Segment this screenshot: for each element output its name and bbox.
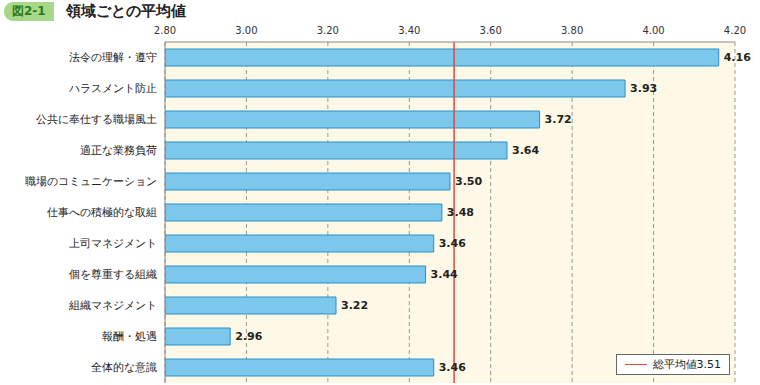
svg-text:ハラスメント防止: ハラスメント防止 xyxy=(68,82,157,95)
svg-text:適正な業務負荷: 適正な業務負荷 xyxy=(80,144,157,157)
svg-text:仕事への積極的な取組: 仕事への積極的な取組 xyxy=(47,206,157,219)
svg-text:3.20: 3.20 xyxy=(317,25,339,36)
svg-text:公共に奉仕する職場風土: 公共に奉仕する職場風土 xyxy=(36,113,157,126)
svg-text:職場のコミュニケーション: 職場のコミュニケーション xyxy=(25,175,157,188)
svg-text:3.22: 3.22 xyxy=(341,299,368,312)
svg-text:3.46: 3.46 xyxy=(439,361,466,374)
svg-text:3.72: 3.72 xyxy=(545,113,572,126)
svg-text:組織マネジメント: 組織マネジメント xyxy=(68,299,157,312)
svg-text:個を尊重する組織: 個を尊重する組織 xyxy=(69,268,157,281)
svg-text:2.96: 2.96 xyxy=(235,330,262,343)
svg-text:2.80: 2.80 xyxy=(154,25,176,36)
svg-text:3.60: 3.60 xyxy=(480,25,502,36)
svg-text:4.16: 4.16 xyxy=(724,51,751,64)
svg-text:3.64: 3.64 xyxy=(512,144,539,157)
svg-text:3.40: 3.40 xyxy=(398,25,420,36)
html-text:図2-1: 図2-1 xyxy=(12,3,46,18)
svg-text:全体的な意識: 全体的な意識 xyxy=(91,361,157,374)
svg-text:4.20: 4.20 xyxy=(724,25,746,36)
html-text:領域ごとの平均値: 領域ごとの平均値 xyxy=(65,1,186,20)
svg-text:3.93: 3.93 xyxy=(630,82,657,95)
html-text:総平均値3.51: 総平均値3.51 xyxy=(652,358,721,371)
svg-text:3.48: 3.48 xyxy=(447,206,474,219)
svg-text:3.80: 3.80 xyxy=(561,25,583,36)
svg-text:上司マネジメント: 上司マネジメント xyxy=(69,237,157,250)
svg-text:法令の理解・遵守: 法令の理解・遵守 xyxy=(69,51,157,64)
svg-text:3.46: 3.46 xyxy=(439,237,466,250)
svg-text:報酬・処遇: 報酬・処遇 xyxy=(102,330,157,343)
svg-text:3.44: 3.44 xyxy=(431,268,458,281)
svg-text:4.00: 4.00 xyxy=(642,25,664,36)
svg-text:3.00: 3.00 xyxy=(235,25,257,36)
svg-text:3.50: 3.50 xyxy=(455,175,482,188)
